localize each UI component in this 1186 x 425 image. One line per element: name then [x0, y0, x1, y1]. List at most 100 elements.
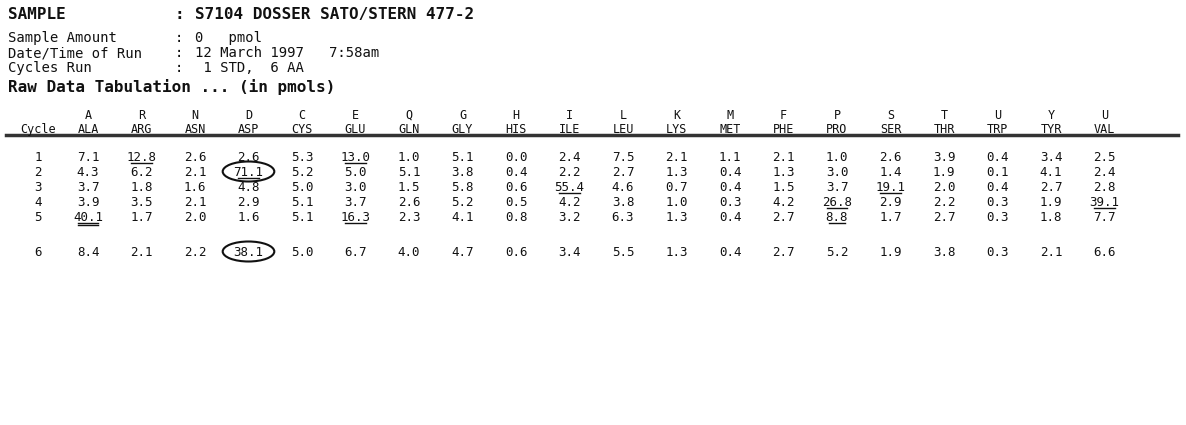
Text: 1.8: 1.8: [1040, 211, 1063, 224]
Text: 1.8: 1.8: [130, 181, 153, 194]
Text: 5.2: 5.2: [825, 246, 848, 259]
Text: 6.3: 6.3: [612, 211, 635, 224]
Text: :: :: [176, 61, 184, 75]
Text: 0.4: 0.4: [719, 166, 741, 179]
Text: 5.8: 5.8: [451, 181, 473, 194]
Text: 5.1: 5.1: [291, 211, 313, 224]
Text: 4.1: 4.1: [1040, 166, 1063, 179]
Text: 1.0: 1.0: [397, 151, 420, 164]
Text: 1.6: 1.6: [184, 181, 206, 194]
Text: 5.0: 5.0: [291, 246, 313, 259]
Text: 2.0: 2.0: [184, 211, 206, 224]
Text: 2.1: 2.1: [772, 151, 795, 164]
Text: ILE: ILE: [559, 123, 580, 136]
Text: PRO: PRO: [827, 123, 848, 136]
Text: 2.5: 2.5: [1093, 151, 1116, 164]
Text: I: I: [566, 109, 573, 122]
Text: S: S: [887, 109, 894, 122]
Text: 0.3: 0.3: [719, 196, 741, 209]
Text: 3.2: 3.2: [559, 211, 581, 224]
Text: SAMPLE: SAMPLE: [8, 7, 65, 22]
Text: 6.2: 6.2: [130, 166, 153, 179]
Text: 6.7: 6.7: [344, 246, 366, 259]
Text: GLY: GLY: [452, 123, 473, 136]
Text: GLN: GLN: [398, 123, 420, 136]
Text: M: M: [727, 109, 734, 122]
Text: U: U: [994, 109, 1001, 122]
Text: 3.8: 3.8: [451, 166, 473, 179]
Text: 5.3: 5.3: [291, 151, 313, 164]
Text: 0.0: 0.0: [505, 151, 528, 164]
Text: 2.6: 2.6: [397, 196, 420, 209]
Text: 2.7: 2.7: [772, 246, 795, 259]
Text: 19.1: 19.1: [875, 181, 905, 194]
Text: 2.7: 2.7: [932, 211, 955, 224]
Text: 0.5: 0.5: [505, 196, 528, 209]
Text: HIS: HIS: [505, 123, 527, 136]
Text: Cycles Run: Cycles Run: [8, 61, 91, 75]
Text: 1.6: 1.6: [237, 211, 260, 224]
Text: 71.1: 71.1: [234, 166, 263, 179]
Text: 2.1: 2.1: [184, 166, 206, 179]
Text: 39.1: 39.1: [1090, 196, 1120, 209]
Text: 5.1: 5.1: [397, 166, 420, 179]
Text: 2.6: 2.6: [879, 151, 901, 164]
Text: 3.5: 3.5: [130, 196, 153, 209]
Text: 1.5: 1.5: [772, 181, 795, 194]
Text: 3.7: 3.7: [825, 181, 848, 194]
Text: 0.4: 0.4: [719, 181, 741, 194]
Text: 2.1: 2.1: [665, 151, 688, 164]
Text: 2.7: 2.7: [1040, 181, 1063, 194]
Text: N: N: [191, 109, 198, 122]
Text: 1: 1: [34, 151, 42, 164]
Text: ASN: ASN: [184, 123, 205, 136]
Text: 2.6: 2.6: [237, 151, 260, 164]
Text: 2.1: 2.1: [130, 246, 153, 259]
Text: 3.4: 3.4: [559, 246, 581, 259]
Text: 0.4: 0.4: [987, 181, 1009, 194]
Text: 4.1: 4.1: [451, 211, 473, 224]
Text: T: T: [940, 109, 948, 122]
Text: 1.1: 1.1: [719, 151, 741, 164]
Text: THR: THR: [933, 123, 955, 136]
Text: ALA: ALA: [77, 123, 98, 136]
Text: 4: 4: [34, 196, 42, 209]
Text: 0   pmol: 0 pmol: [195, 31, 262, 45]
Text: Y: Y: [1047, 109, 1054, 122]
Text: 3: 3: [34, 181, 42, 194]
Text: 4.6: 4.6: [612, 181, 635, 194]
Text: 3.8: 3.8: [612, 196, 635, 209]
Text: S7104 DOSSER SATO/STERN 477-2: S7104 DOSSER SATO/STERN 477-2: [195, 7, 474, 22]
Text: 4.3: 4.3: [77, 166, 100, 179]
Text: :: :: [176, 31, 184, 45]
Text: R: R: [138, 109, 145, 122]
Text: ARG: ARG: [130, 123, 152, 136]
Text: GLU: GLU: [345, 123, 366, 136]
Text: 5.2: 5.2: [451, 196, 473, 209]
Text: 2.6: 2.6: [184, 151, 206, 164]
Text: 1.0: 1.0: [825, 151, 848, 164]
Text: 55.4: 55.4: [555, 181, 585, 194]
Text: 2.9: 2.9: [237, 196, 260, 209]
Text: 1.0: 1.0: [665, 196, 688, 209]
Text: 0.1: 0.1: [987, 166, 1009, 179]
Text: 0.4: 0.4: [505, 166, 528, 179]
Text: 4.7: 4.7: [451, 246, 473, 259]
Text: L: L: [619, 109, 626, 122]
Text: 1.9: 1.9: [879, 246, 901, 259]
Text: 5.0: 5.0: [344, 166, 366, 179]
Text: Q: Q: [406, 109, 413, 122]
Text: 2: 2: [34, 166, 42, 179]
Text: 1.3: 1.3: [665, 166, 688, 179]
Text: 0.8: 0.8: [505, 211, 528, 224]
Text: ASP: ASP: [238, 123, 260, 136]
Text: 6.6: 6.6: [1093, 246, 1116, 259]
Text: 40.1: 40.1: [74, 211, 103, 224]
Text: K: K: [672, 109, 680, 122]
Text: 8.8: 8.8: [825, 211, 848, 224]
Text: 2.9: 2.9: [879, 196, 901, 209]
Text: 3.9: 3.9: [932, 151, 955, 164]
Text: 7.7: 7.7: [1093, 211, 1116, 224]
Text: VAL: VAL: [1093, 123, 1115, 136]
Text: 1.9: 1.9: [932, 166, 955, 179]
